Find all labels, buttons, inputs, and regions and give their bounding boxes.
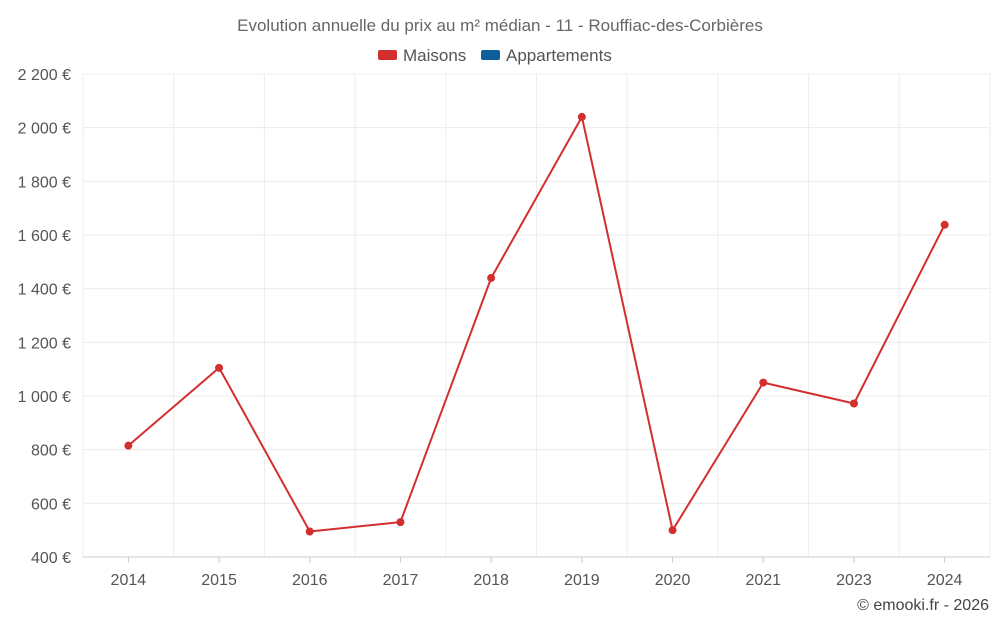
x-tick-label: 2024 bbox=[927, 572, 963, 589]
data-point-maisons[interactable] bbox=[124, 441, 133, 450]
data-point-maisons[interactable] bbox=[487, 273, 496, 282]
y-tick-label: 2 000 € bbox=[18, 121, 71, 138]
series-line-maisons bbox=[127, 115, 946, 533]
y-tick-label: 1 200 € bbox=[18, 335, 71, 352]
legend-label-appartements: Appartements bbox=[506, 46, 612, 65]
y-tick-label: 1 000 € bbox=[18, 389, 71, 406]
legend-item-maisons[interactable]: Maisons bbox=[378, 46, 466, 65]
x-tick-label: 2016 bbox=[292, 572, 328, 589]
x-tick-label: 2023 bbox=[836, 572, 872, 589]
y-tick-label: 800 € bbox=[31, 443, 71, 460]
data-point-maisons[interactable] bbox=[577, 112, 586, 121]
data-point-maisons[interactable] bbox=[215, 363, 224, 372]
y-tick-label: 2 200 € bbox=[18, 67, 71, 84]
x-tick-label: 2020 bbox=[655, 572, 691, 589]
y-tick-label: 400 € bbox=[31, 550, 71, 567]
y-tick-label: 1 600 € bbox=[18, 228, 71, 245]
data-point-maisons[interactable] bbox=[940, 220, 949, 229]
x-axis: 2014 2015 2016 2017 2018 2019 2020 2021 2023 2024 bbox=[83, 556, 990, 589]
series-maisons bbox=[124, 112, 949, 536]
x-tick-label: 2015 bbox=[201, 572, 237, 589]
data-point-maisons[interactable] bbox=[849, 399, 858, 408]
credit-text: © emooki.fr - 2026 bbox=[857, 597, 989, 614]
grid bbox=[82, 73, 991, 557]
data-point-maisons[interactable] bbox=[668, 526, 677, 535]
data-point-maisons[interactable] bbox=[396, 518, 405, 527]
x-tick-label: 2021 bbox=[745, 572, 781, 589]
legend-item-appartements[interactable]: Appartements bbox=[481, 46, 612, 65]
data-point-maisons[interactable] bbox=[759, 378, 768, 387]
legend-swatch-maisons bbox=[378, 50, 397, 60]
y-tick-label: 1 800 € bbox=[18, 174, 71, 191]
x-tick-label: 2017 bbox=[383, 572, 419, 589]
x-tick-label: 2018 bbox=[473, 572, 509, 589]
chart-title: Evolution annuelle du prix au m² médian … bbox=[237, 16, 763, 35]
x-tick-label: 2019 bbox=[564, 572, 600, 589]
y-axis: 400 € 600 € 800 € 1 000 € 1 200 € 1 400 € 1 60… bbox=[18, 67, 71, 567]
legend: Maisons Appartements bbox=[378, 46, 612, 65]
legend-swatch-appartements bbox=[481, 50, 500, 60]
x-tick-label: 2014 bbox=[111, 572, 147, 589]
legend-label-maisons: Maisons bbox=[403, 46, 466, 65]
y-tick-label: 1 400 € bbox=[18, 282, 71, 299]
y-tick-label: 600 € bbox=[31, 496, 71, 513]
data-point-maisons[interactable] bbox=[305, 527, 314, 536]
